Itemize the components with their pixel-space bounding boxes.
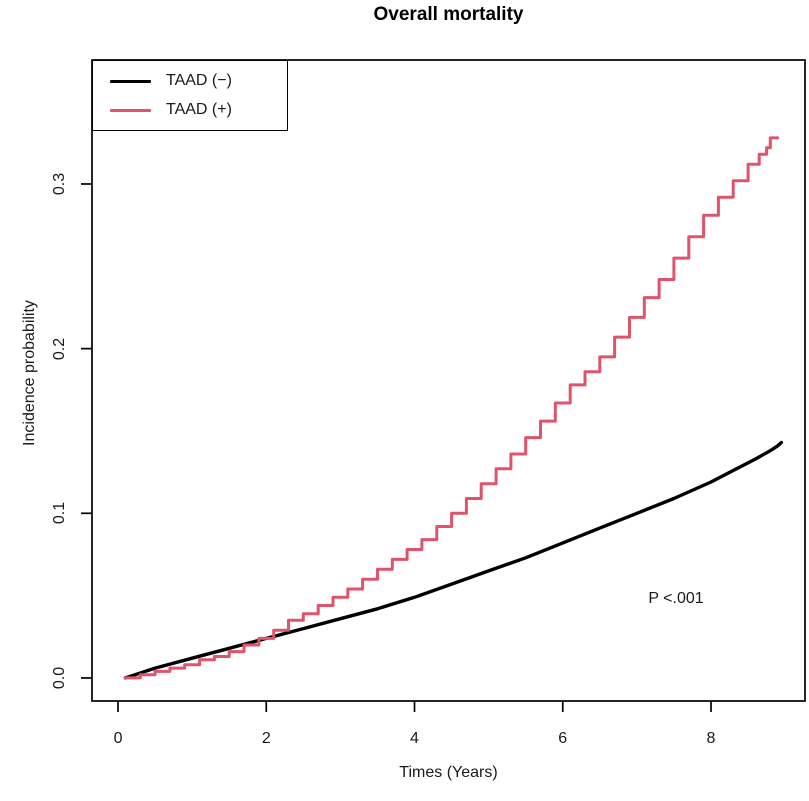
x-axis-label: Times (Years): [399, 764, 498, 781]
plot-box: [91, 59, 806, 702]
chart-title: Overall mortality: [373, 4, 524, 25]
y-tick-label: 0.0: [51, 666, 68, 690]
legend: TAAD (−) TAAD (+): [92, 60, 288, 131]
taad-neg-line-swatch: [110, 79, 151, 83]
y-tick-label: 0.3: [51, 172, 68, 196]
legend-item-taad-neg: TAAD (−): [110, 72, 287, 90]
x-tick-label: 6: [558, 730, 568, 747]
series-line-taad-neg: [123, 440, 784, 680]
series-line-taad-pos: [123, 136, 780, 680]
x-tick-label: 0: [113, 730, 123, 747]
legend-label: TAAD (−): [166, 72, 232, 89]
y-tick-label: 0.1: [51, 502, 68, 525]
x-tick-label: 4: [410, 730, 419, 747]
legend-item-taad-pos: TAAD (+): [110, 101, 287, 119]
legend-label: TAAD (+): [166, 101, 232, 118]
x-tick-label: 8: [706, 730, 716, 747]
p-value-annotation: P <.001: [648, 590, 704, 607]
x-tick-label: 2: [261, 730, 271, 747]
taad-pos-line-swatch: [110, 108, 151, 112]
y-tick-label: 0.2: [51, 337, 68, 360]
